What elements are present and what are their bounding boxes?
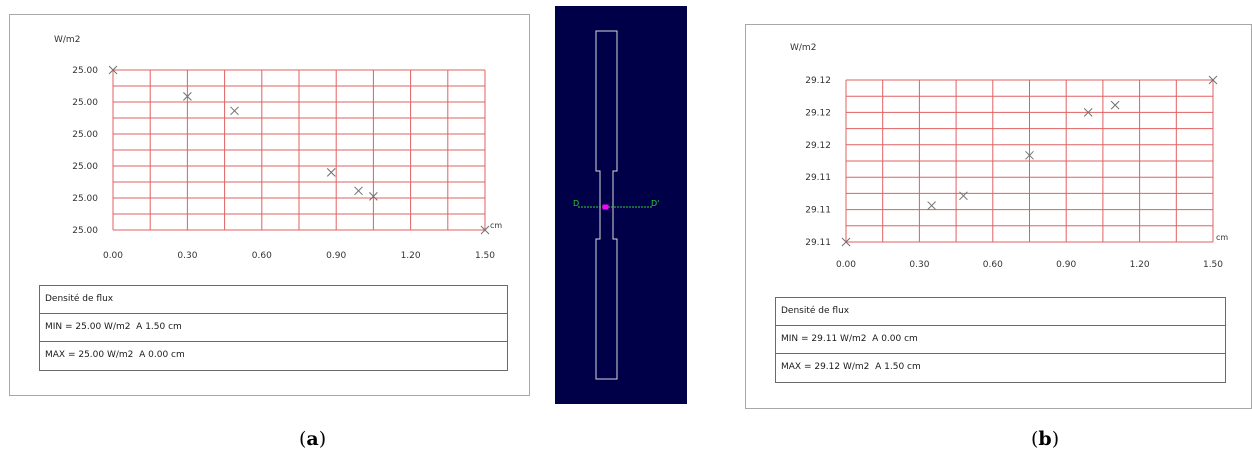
y-axis-label: W/m2 xyxy=(790,43,816,53)
caption-b: (b) xyxy=(1031,428,1059,450)
grid xyxy=(845,79,1214,243)
x-axis-label: cm xyxy=(1216,233,1228,242)
data-point xyxy=(480,225,490,235)
data-point xyxy=(1083,108,1093,117)
grid xyxy=(112,69,486,231)
info-table-a: Densité de flux MIN = 25.00 W/m2 A 1.50 … xyxy=(39,285,508,371)
info-table-b: Densité de flux MIN = 29.11 W/m2 A 0.00 … xyxy=(775,297,1226,383)
y-tick-label: 29.11 xyxy=(805,238,831,248)
y-tick-label: 29.12 xyxy=(805,76,831,86)
geometry-view: D D' xyxy=(555,6,687,404)
x-tick-label: 1.20 xyxy=(401,251,421,261)
y-tick-label: 29.12 xyxy=(805,141,831,151)
x-tick-label: 0.30 xyxy=(177,251,197,261)
x-tick-label: 0.00 xyxy=(103,251,123,261)
data-point xyxy=(108,65,118,75)
y-tick-label: 29.11 xyxy=(805,173,831,183)
y-tick-label: 25.00 xyxy=(72,194,98,204)
y-tick-label: 25.00 xyxy=(72,226,98,236)
data-point xyxy=(183,92,192,101)
y-tick-label: 25.00 xyxy=(72,162,98,172)
data-point xyxy=(1208,75,1218,85)
x-tick-label: 1.20 xyxy=(1130,260,1150,270)
geometry-background xyxy=(555,6,687,404)
info-min-b: MIN = 29.11 W/m2 A 0.00 cm xyxy=(776,326,1225,354)
data-point xyxy=(326,168,336,177)
info-title-a: Densité de flux xyxy=(40,286,507,314)
x-axis-label: cm xyxy=(490,221,502,230)
chart-plot-b: W/m2 cm 29.12 29.12 29.12 29.11 29.11 29.11 0.00… xyxy=(790,43,1228,270)
x-tick-label: 0.00 xyxy=(836,260,856,270)
x-tick-label: 0.30 xyxy=(909,260,929,270)
data-point xyxy=(1110,100,1120,110)
info-max-b: MAX = 29.12 W/m2 A 1.50 cm xyxy=(781,362,921,372)
y-axis-label: W/m2 xyxy=(54,35,80,45)
info-min-a: MIN = 25.00 W/m2 A 1.50 cm xyxy=(40,314,507,342)
x-tick-label: 0.90 xyxy=(1056,260,1076,270)
chart-panel-b: W/m2 cm 29.12 29.12 29.12 29.11 29.11 29.11 0.00… xyxy=(745,24,1252,409)
x-tick-label: 0.60 xyxy=(983,260,1003,270)
geometry-outline xyxy=(595,30,618,380)
data-point xyxy=(354,186,363,196)
x-tick-label: 0.60 xyxy=(252,251,272,261)
x-tick-label: 0.90 xyxy=(326,251,346,261)
caption-a-close: ) xyxy=(318,428,327,450)
caption-b-open: ( xyxy=(1031,428,1039,450)
y-tick-label: 25.00 xyxy=(72,130,98,140)
probe-label-left: D xyxy=(573,199,579,208)
probe-label-right: D' xyxy=(651,199,659,208)
caption-a-letter: a xyxy=(306,428,319,450)
chart-plot-a: W/m2 cm 25.00 25.00 25.00 25.00 25.00 25.00 0.00… xyxy=(54,35,502,261)
data-point xyxy=(959,191,968,201)
data-point xyxy=(927,201,936,210)
info-max-a: MAX = 25.00 W/m2 A 0.00 cm xyxy=(45,350,185,360)
y-tick-label: 29.12 xyxy=(805,108,831,118)
y-tick-label: 29.11 xyxy=(805,206,831,216)
y-tick-label: 25.00 xyxy=(72,98,98,108)
data-point xyxy=(369,192,378,201)
info-title-b: Densité de flux xyxy=(776,298,1225,326)
y-tick-label: 25.00 xyxy=(72,66,98,76)
probe-point xyxy=(602,204,609,210)
x-tick-label: 1.50 xyxy=(1203,260,1223,270)
chart-panel-a: W/m2 cm 25.00 25.00 25.00 25.00 25.00 25.00 0.00… xyxy=(9,14,530,396)
caption-a: (a) xyxy=(299,428,326,450)
caption-b-letter: b xyxy=(1038,428,1052,450)
data-point xyxy=(841,237,851,247)
x-tick-label: 1.50 xyxy=(475,251,495,261)
caption-a-open: ( xyxy=(299,428,307,450)
data-point xyxy=(230,106,239,116)
data-point xyxy=(1025,150,1034,160)
caption-b-close: ) xyxy=(1051,428,1060,450)
